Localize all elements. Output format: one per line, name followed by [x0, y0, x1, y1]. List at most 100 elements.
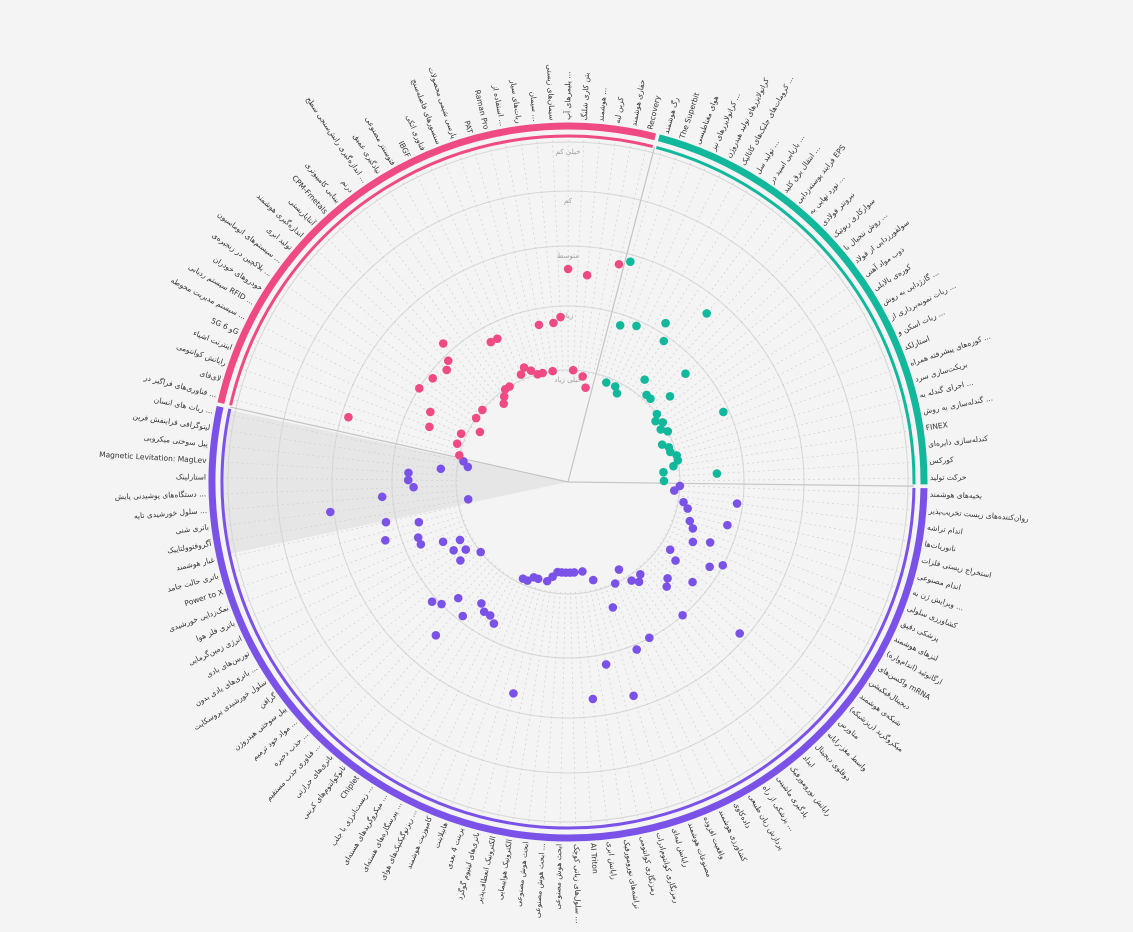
- category-label: درنم: [340, 178, 356, 195]
- data-point: [660, 477, 669, 486]
- data-point: [415, 518, 424, 527]
- data-point: [632, 322, 641, 331]
- data-point: [404, 468, 413, 477]
- category-label: ابحث هوش مصنوعی ...: [533, 843, 547, 919]
- data-point: [455, 451, 464, 460]
- category-label: AI Triton: [589, 843, 600, 874]
- data-point: [453, 439, 462, 448]
- data-point: [629, 692, 638, 701]
- data-point: [666, 545, 675, 554]
- category-label: گندله‌سازی به روش ...: [922, 393, 993, 416]
- data-point: [535, 321, 544, 330]
- data-point: [688, 578, 697, 587]
- data-point: [444, 356, 453, 365]
- category-label: حرکت تولید: [930, 473, 967, 482]
- category-label: Raman Pro: [473, 89, 491, 131]
- data-point: [681, 369, 690, 378]
- data-point: [428, 597, 437, 606]
- data-point: [645, 634, 654, 643]
- data-point: [581, 383, 590, 392]
- category-label: رگ هوشمند: [661, 96, 681, 135]
- category-label: ربات‌های سیار: [508, 78, 523, 124]
- data-point: [432, 631, 441, 640]
- data-point: [735, 629, 744, 638]
- category-label: هوشمند ...: [596, 87, 608, 122]
- data-point: [477, 599, 486, 608]
- category-label: داده‌کاوی: [732, 801, 753, 830]
- data-point: [616, 321, 625, 330]
- data-point: [437, 464, 446, 473]
- data-point: [404, 476, 413, 485]
- data-point: [426, 408, 435, 417]
- data-point: [578, 567, 587, 576]
- data-point: [626, 257, 635, 266]
- data-point: [457, 429, 466, 438]
- category-label: پلیمرهای آپ ...: [562, 71, 572, 120]
- data-point: [439, 339, 448, 348]
- data-point: [493, 334, 502, 343]
- data-point: [611, 579, 620, 588]
- data-point: [461, 545, 470, 554]
- category-label: Power to X: [183, 587, 224, 608]
- category-label: رمزنگاری کوانتومی: [638, 835, 659, 896]
- data-point: [509, 689, 518, 698]
- category-label: سیمان ...: [528, 91, 540, 122]
- data-point: [476, 428, 485, 437]
- category-label: PAT: [462, 120, 474, 136]
- data-point: [659, 468, 668, 477]
- data-point: [664, 427, 673, 436]
- data-point: [733, 499, 742, 508]
- data-point: [723, 521, 732, 530]
- category-label: الکترونیک هواپیمایی: [495, 839, 514, 901]
- category-label: IBGF: [397, 140, 413, 160]
- data-point: [646, 394, 655, 403]
- category-label: روان‌کننده‌های زیست تخریب‌پذیر: [928, 506, 1030, 523]
- category-label: غبار هوشمند: [175, 555, 215, 572]
- category-label: ابحث هوش مصنوعی: [553, 844, 564, 910]
- category-label: بخیه‌های هوشمند: [930, 490, 983, 501]
- data-point: [685, 517, 694, 526]
- data-point: [713, 469, 722, 478]
- data-point: [659, 337, 668, 346]
- data-point: [689, 524, 698, 533]
- data-point: [589, 576, 598, 585]
- data-point: [480, 607, 489, 616]
- data-point: [615, 260, 624, 269]
- category-label: اجرای گندله به ...: [918, 378, 974, 400]
- data-point: [344, 413, 353, 422]
- data-point: [666, 392, 675, 401]
- data-point: [556, 313, 565, 322]
- data-point: [627, 576, 636, 585]
- data-point: [415, 384, 424, 393]
- data-point: [669, 462, 678, 471]
- category-label: کورکس: [929, 455, 954, 465]
- ring-label: خیلی زیاد: [554, 376, 581, 384]
- data-point: [428, 374, 437, 383]
- data-point: [569, 366, 578, 375]
- ring-label: متوسط: [557, 252, 579, 260]
- data-point: [409, 483, 418, 492]
- category-label: 5G و 6G: [210, 316, 241, 336]
- data-point: [613, 389, 622, 398]
- category-label: Recovery: [646, 94, 663, 130]
- data-point: [636, 570, 645, 579]
- category-label: Magnetic Levitation: MagLev: [99, 450, 208, 465]
- category-label: سلول خورشیدی تایه ...: [134, 506, 208, 521]
- data-point: [702, 309, 711, 318]
- category-label: گرافن: [257, 691, 278, 710]
- category-label: آگروفتوولتاییک: [166, 538, 213, 556]
- category-label: کربن لبه: [613, 96, 626, 124]
- category-label: بتن کاری شلنگ: [580, 72, 591, 120]
- ring-label: خیلی کم: [556, 148, 581, 156]
- data-point: [706, 538, 715, 547]
- category-label: ابحث هوش مصنوعی: [514, 841, 530, 907]
- data-point: [519, 574, 528, 583]
- data-point: [602, 378, 611, 387]
- data-point: [578, 372, 587, 381]
- category-label: رایانش لبه‌ای: [670, 827, 691, 869]
- data-point: [456, 536, 465, 545]
- data-point: [381, 536, 390, 545]
- data-point: [683, 504, 692, 513]
- data-point: [640, 375, 649, 384]
